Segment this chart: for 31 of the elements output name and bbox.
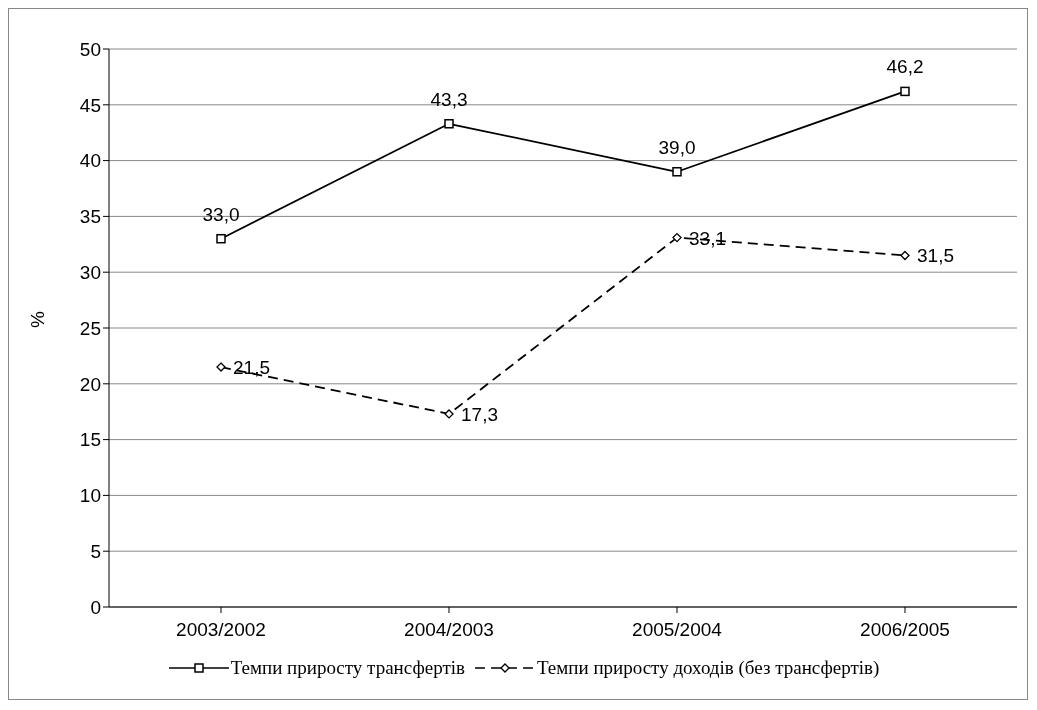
y-tick-label: 10	[79, 485, 101, 507]
point	[444, 119, 454, 129]
point	[672, 167, 682, 177]
data-label: 46,2	[886, 56, 924, 78]
legend-label: Темпи приросту трансфертів	[230, 657, 465, 679]
y-tick-label: 35	[79, 206, 101, 228]
data-label: 21,5	[233, 357, 270, 379]
data-label: 43,3	[430, 88, 468, 110]
point	[900, 86, 910, 97]
x-tick-label: 2005/2004	[632, 619, 723, 641]
y-tick-label: 20	[79, 373, 101, 395]
y-tick-label: 40	[79, 150, 101, 172]
y-tick-label: 50	[79, 38, 101, 60]
point	[900, 250, 910, 261]
x-tick-label: 2003/2002	[176, 619, 266, 641]
x-tick-label: 2004/2003	[404, 619, 494, 641]
legend-label: Темпи приросту доходів (без трансфертів)	[536, 657, 880, 679]
y-axis-title: %	[26, 311, 48, 328]
y-tick-label: 5	[90, 540, 101, 562]
y-tick-label: 25	[79, 317, 101, 339]
data-label: 39,0	[658, 136, 696, 158]
data-label: 31,5	[917, 245, 954, 267]
point	[672, 232, 682, 243]
y-tick-label: 0	[90, 596, 101, 618]
x-tick-label: 2006/2005	[860, 619, 950, 641]
y-tick-label: 45	[79, 94, 101, 116]
y-tick-label: 30	[79, 261, 101, 283]
data-label: 33,0	[202, 203, 240, 225]
point	[216, 233, 226, 244]
y-tick-label: 15	[79, 429, 101, 451]
data-label: 17,3	[461, 403, 498, 425]
